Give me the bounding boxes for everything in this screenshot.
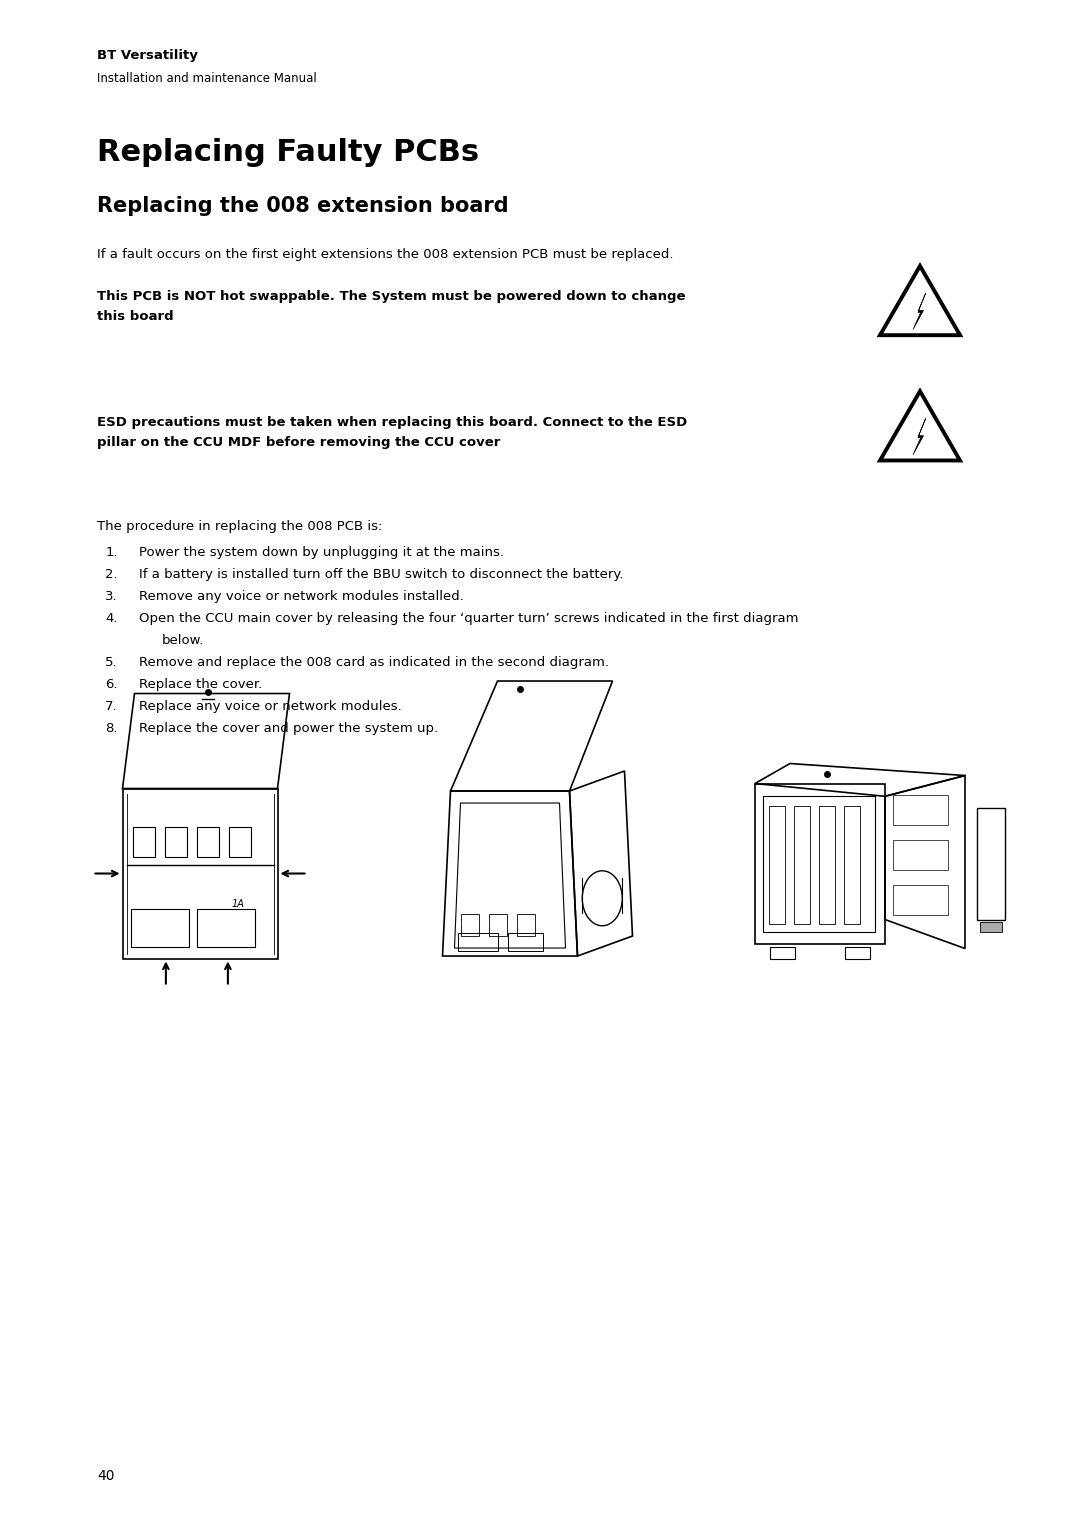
Text: 8.: 8. <box>105 721 118 735</box>
Bar <box>769 805 785 923</box>
Bar <box>893 885 948 915</box>
Bar <box>893 840 948 869</box>
Bar <box>197 827 218 857</box>
Polygon shape <box>913 419 926 455</box>
Text: 6.: 6. <box>105 677 118 691</box>
Bar <box>131 909 189 946</box>
Bar <box>843 805 860 923</box>
Bar <box>460 914 478 937</box>
Bar <box>164 827 187 857</box>
Text: If a fault occurs on the first eight extensions the 008 extension PCB must be re: If a fault occurs on the first eight ext… <box>97 248 674 261</box>
Bar <box>762 796 875 932</box>
Bar <box>977 807 1005 920</box>
Text: 1A: 1A <box>231 898 244 909</box>
Bar <box>508 934 542 950</box>
Text: 3.: 3. <box>105 590 118 602</box>
Text: Replace the cover and power the system up.: Replace the cover and power the system u… <box>139 721 438 735</box>
Bar <box>122 788 278 958</box>
Text: Replace any voice or network modules.: Replace any voice or network modules. <box>139 700 402 712</box>
Text: If a battery is installed turn off the BBU switch to disconnect the battery.: If a battery is installed turn off the B… <box>139 567 624 581</box>
Bar <box>229 827 251 857</box>
Text: Open the CCU main cover by releasing the four ‘quarter turn’ screws indicated in: Open the CCU main cover by releasing the… <box>139 611 799 625</box>
Text: 7.: 7. <box>105 700 118 712</box>
Text: 2.: 2. <box>105 567 118 581</box>
Bar <box>133 827 154 857</box>
Text: The procedure in replacing the 008 PCB is:: The procedure in replacing the 008 PCB i… <box>97 520 382 533</box>
Text: this board: this board <box>97 310 174 324</box>
Bar <box>488 914 507 937</box>
Bar <box>980 921 1002 932</box>
Text: Replacing Faulty PCBs: Replacing Faulty PCBs <box>97 138 480 167</box>
Bar <box>755 784 885 943</box>
Bar <box>770 946 795 958</box>
Text: 4.: 4. <box>105 611 118 625</box>
Text: below.: below. <box>162 634 204 646</box>
Text: Replacing the 008 extension board: Replacing the 008 extension board <box>97 196 509 215</box>
Text: 40: 40 <box>97 1468 114 1484</box>
Text: 1.: 1. <box>105 545 118 559</box>
Bar <box>893 795 948 825</box>
Polygon shape <box>913 293 926 330</box>
Text: pillar on the CCU MDF before removing the CCU cover: pillar on the CCU MDF before removing th… <box>97 435 500 449</box>
Bar <box>819 805 835 923</box>
Text: Remove and replace the 008 card as indicated in the second diagram.: Remove and replace the 008 card as indic… <box>139 656 609 669</box>
Text: Remove any voice or network modules installed.: Remove any voice or network modules inst… <box>139 590 464 602</box>
Bar <box>794 805 810 923</box>
Bar <box>845 946 870 958</box>
Bar <box>197 909 255 946</box>
Text: ESD precautions must be taken when replacing this board. Connect to the ESD: ESD precautions must be taken when repla… <box>97 416 688 429</box>
Bar <box>516 914 535 937</box>
Text: BT Versatility: BT Versatility <box>97 49 198 63</box>
Text: Power the system down by unplugging it at the mains.: Power the system down by unplugging it a… <box>139 545 504 559</box>
Text: This PCB is NOT hot swappable. The System must be powered down to change: This PCB is NOT hot swappable. The Syste… <box>97 290 686 304</box>
Bar <box>458 934 498 950</box>
Text: Installation and maintenance Manual: Installation and maintenance Manual <box>97 72 316 86</box>
Text: 5.: 5. <box>105 656 118 669</box>
Text: Replace the cover.: Replace the cover. <box>139 677 262 691</box>
